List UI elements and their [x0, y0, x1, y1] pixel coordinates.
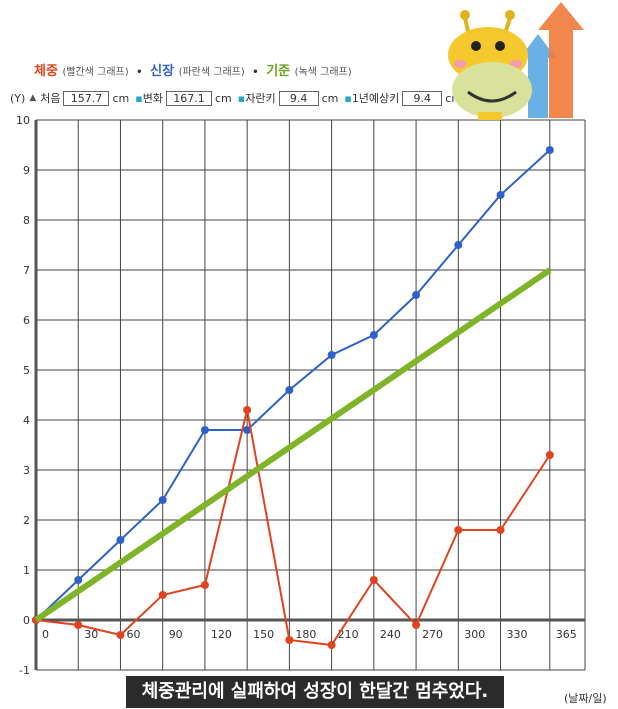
- data-point-height: [116, 536, 125, 544]
- legend-base: 기준: [266, 64, 291, 79]
- y-tick-label: 7: [23, 264, 30, 277]
- data-point-weight: [200, 581, 209, 589]
- data-point-height: [496, 191, 505, 199]
- data-point-weight: [369, 576, 378, 584]
- y-tick-label: 10: [16, 114, 30, 127]
- x-tick-label: 210: [338, 628, 359, 641]
- y-tick-label: 4: [23, 414, 30, 427]
- data-point-weight: [243, 406, 252, 414]
- data-point-height: [369, 331, 378, 339]
- giraffe-mascot-icon: [448, 10, 532, 120]
- y-tick-label: 1: [23, 564, 30, 577]
- grown-value-field: 9.4: [278, 90, 319, 106]
- growth-arrows-icon: [520, 2, 584, 118]
- data-point-height: [74, 576, 83, 584]
- first-value-field: 157.7: [63, 90, 110, 106]
- data-point-weight: [454, 526, 463, 534]
- series-line-base: [34, 267, 552, 623]
- data-point-height: [327, 351, 336, 359]
- x-tick-label: 90: [169, 628, 183, 641]
- tick-labels: -1 0 1 2 3 4 5 6 7 8 9 10 0 30 60 90 120 150 180 210 240 270 3…: [16, 114, 577, 677]
- data-point-weight: [74, 621, 83, 629]
- x-tick-label: 30: [84, 628, 98, 641]
- data-point-height: [454, 241, 463, 249]
- bullet-icon: ▪: [344, 91, 352, 105]
- y-tick-label: 0: [23, 614, 30, 627]
- data-point-weight: [327, 641, 336, 649]
- x-tick-label: 150: [253, 628, 274, 641]
- data-point-weight: [116, 631, 125, 639]
- y-tick-label: 6: [23, 314, 30, 327]
- data-point-weight: [496, 526, 505, 534]
- x-tick-label: 365: [556, 628, 577, 641]
- x-tick-label: 180: [295, 628, 316, 641]
- y-tick-label: 5: [23, 364, 30, 377]
- data-point-weight: [412, 621, 421, 629]
- x-tick-label: 60: [126, 628, 140, 641]
- legend-weight: 체중: [34, 64, 58, 79]
- first-unit: cm: [112, 91, 130, 105]
- y-tick-label: -1: [19, 664, 30, 677]
- x-tick-label: 330: [507, 628, 528, 641]
- data-point-weight: [545, 451, 554, 459]
- x-tick-label: 300: [464, 628, 485, 641]
- y-tick-label: 3: [23, 464, 30, 477]
- data-point-height: [545, 146, 554, 154]
- grown-unit: cm: [321, 91, 339, 105]
- legend-height-sub: (파란색 그래프): [178, 67, 245, 78]
- data-point-height: [285, 386, 294, 394]
- x-tick-label: 0: [42, 628, 49, 641]
- up-arrow-icon: ▲: [29, 93, 37, 103]
- bullet-icon: ▪: [135, 91, 143, 105]
- x-axis-unit-label: (날짜/일): [564, 692, 607, 705]
- y-axis-label: (Y): [10, 91, 26, 105]
- legend-separator: •: [252, 67, 259, 78]
- x-tick-label: 120: [211, 628, 232, 641]
- data-point-height: [158, 496, 167, 504]
- x-tick-label: 240: [380, 628, 401, 641]
- data-point-weight: [285, 636, 294, 644]
- data-point-height: [200, 426, 209, 434]
- chart-series: [32, 146, 554, 649]
- y-tick-label: 8: [23, 214, 30, 227]
- grown-label: 자란키: [245, 92, 276, 105]
- change-unit: cm: [214, 91, 232, 105]
- data-point-height: [243, 426, 252, 434]
- legend-separator: •: [136, 67, 143, 78]
- data-point-weight: [158, 591, 167, 599]
- chart-legend: 체중 (빨간색 그래프) • 신장 (파란색 그래프) • 기준 (녹색 그래프…: [34, 60, 352, 79]
- first-label: 처음: [40, 92, 61, 105]
- yearly-value-field: 9.4: [402, 90, 443, 106]
- x-tick-label: 270: [422, 628, 443, 641]
- legend-height: 신장: [150, 64, 175, 79]
- change-label: 변화: [142, 92, 163, 105]
- bullet-icon: ▪: [237, 91, 246, 105]
- data-point-height: [412, 291, 421, 299]
- chart-axes: [34, 120, 585, 670]
- legend-weight-sub: (빨간색 그래프): [62, 67, 129, 78]
- yearly-label: 1년예상키: [351, 92, 400, 105]
- legend-base-sub: (녹색 그래프): [294, 67, 352, 78]
- measurement-info: (Y) ▲ 처음 157.7 cm ▪ 변화 167.1 cm ▪ 자란키 9.…: [10, 90, 462, 106]
- chart-grid: [35, 119, 586, 671]
- y-tick-label: 2: [23, 514, 30, 527]
- change-value-field: 167.1: [165, 90, 212, 106]
- chart-caption: 체중관리에 실패하여 성장이 한달간 멈추었다.: [126, 676, 504, 708]
- y-tick-label: 9: [23, 164, 30, 177]
